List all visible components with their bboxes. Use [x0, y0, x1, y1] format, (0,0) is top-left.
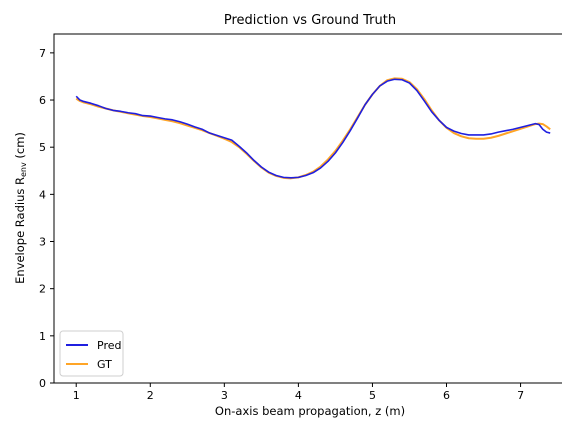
y-tick-label: 5	[39, 141, 46, 154]
x-axis-label: On-axis beam propagation, z (m)	[215, 404, 405, 418]
y-axis-label-unit: (cm)	[13, 132, 27, 162]
legend-label-pred: Pred	[97, 339, 121, 352]
plot-frame	[53, 33, 562, 384]
y-tick-label: 2	[39, 283, 46, 296]
y-axis-label-sub: env	[19, 162, 28, 177]
y-tick-label: 6	[39, 94, 46, 107]
x-tick-label: 5	[369, 389, 376, 402]
chart-title: Prediction vs Ground Truth	[224, 13, 396, 28]
y-tick-label: 4	[39, 188, 46, 201]
legend-box	[59, 330, 124, 377]
x-tick-label: 2	[147, 389, 154, 402]
x-tick-label: 7	[517, 389, 524, 402]
x-tick-label: 4	[295, 389, 302, 402]
legend: Pred GT	[59, 330, 124, 377]
legend-label-gt: GT	[97, 358, 112, 371]
y-axis-label-main: Envelope Radius R	[13, 177, 27, 284]
x-tick-label: 6	[443, 389, 450, 402]
y-tick-label: 7	[39, 47, 46, 60]
y-tick-label: 3	[39, 236, 46, 249]
y-tick-label: 1	[39, 330, 46, 343]
series-line-pred	[75, 78, 551, 179]
y-axis-label: Envelope Radius Renv (cm)	[13, 132, 28, 284]
y-tick-label: 0	[39, 377, 46, 390]
x-tick-label: 3	[221, 389, 228, 402]
x-tick-label: 1	[73, 389, 80, 402]
series-line-gt	[75, 77, 551, 180]
